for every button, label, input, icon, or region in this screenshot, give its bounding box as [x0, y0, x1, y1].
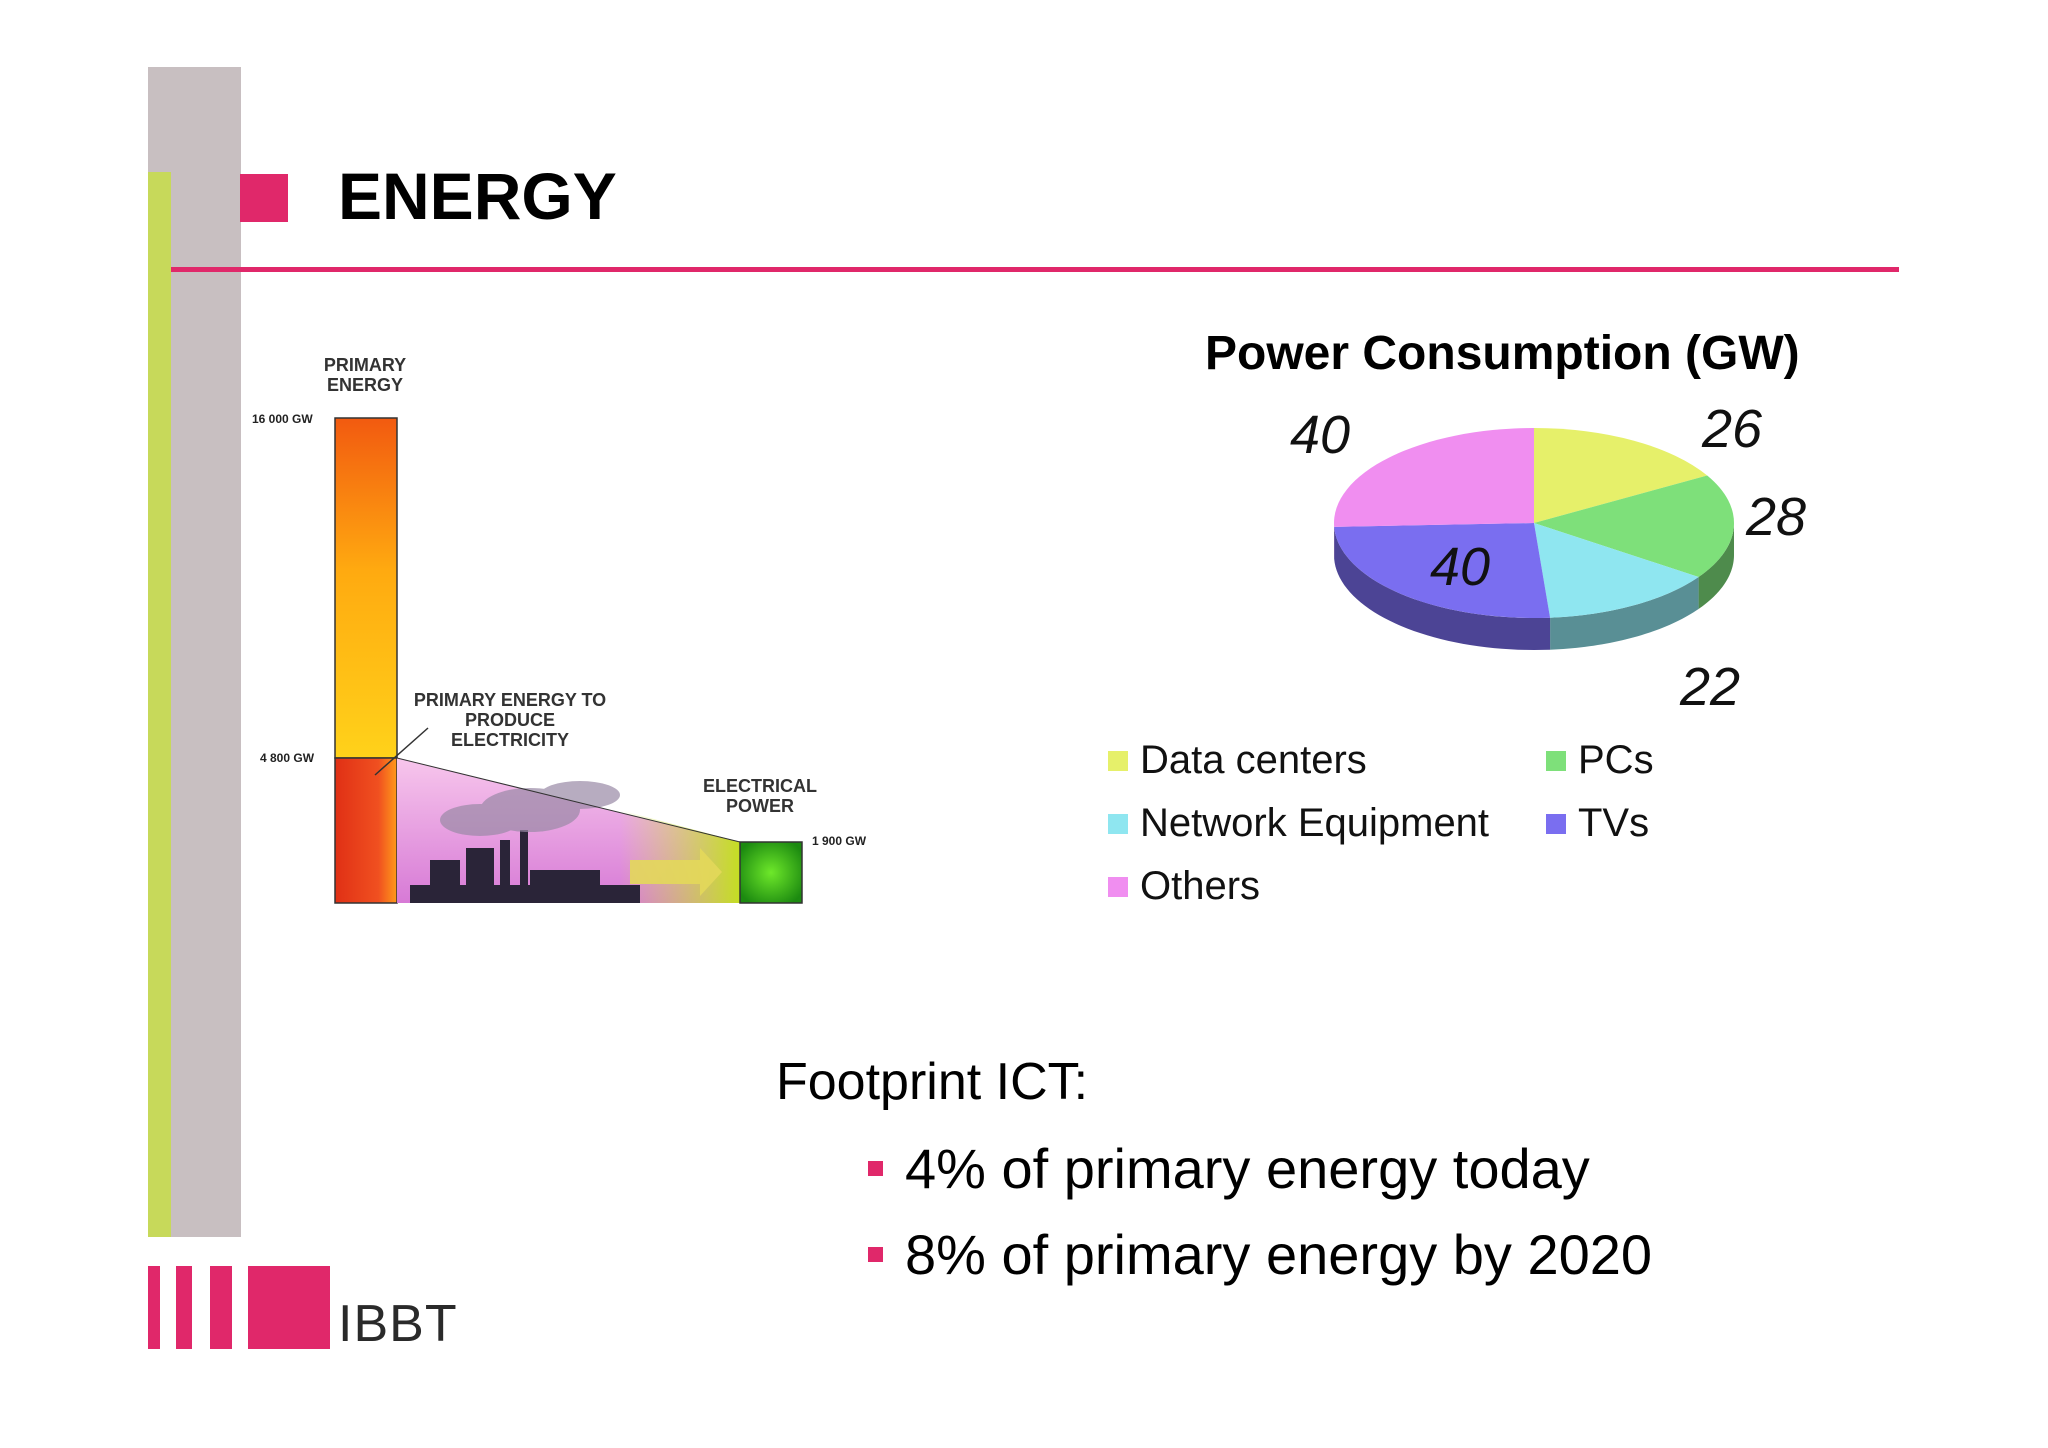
legend-label: PCs: [1578, 738, 1654, 782]
bullet-marker: [868, 1247, 883, 1262]
legend-swatch: [1108, 750, 1128, 771]
energy-flow-diagram: PRIMARY ENERGY 16 000 GW PRIMARY ENERGY …: [230, 340, 910, 930]
pie-side-tvs: [1334, 526, 1551, 650]
logo-bar: [176, 1266, 192, 1349]
legend-item-others: Others: [1108, 864, 1260, 909]
logo-text: IBBT: [338, 1295, 458, 1353]
title-square-marker: [240, 174, 288, 222]
pie-side-pcs: [1698, 523, 1734, 609]
electricity-label: PRIMARY ENERGY TO PRODUCE ELECTRICITY: [413, 690, 607, 750]
legend-item-network-equipment: Network Equipment: [1108, 801, 1489, 846]
legend-label: Network Equipment: [1140, 801, 1490, 845]
footprint-bullet: 8% of primary energy by 2020: [868, 1222, 1652, 1287]
legend-swatch: [1546, 750, 1566, 771]
primary-energy-value: 16 000 GW: [252, 412, 313, 426]
legend-item-pcs: PCs: [1546, 738, 1654, 783]
data-label-pcs: 28: [1746, 487, 1807, 547]
footprint-bullet-text: 8% of primary energy by 2020: [905, 1223, 1653, 1286]
legend-label: Data centers: [1140, 738, 1367, 782]
legend-item-tvs: TVs: [1546, 801, 1649, 846]
legend-label: Others: [1140, 864, 1261, 908]
legend-swatch: [1108, 813, 1128, 834]
electrical-power-value: 1 900 GW: [812, 834, 867, 848]
pie-slice-tvs: [1334, 523, 1551, 618]
legend-item-data-centers: Data centers: [1108, 738, 1367, 783]
pie-slice-data-centers: [1534, 428, 1708, 523]
pie-slice-network-equipment: [1534, 523, 1699, 618]
logo-bar: [210, 1266, 232, 1349]
title-divider: [171, 267, 1899, 272]
pie-slice-pcs: [1534, 475, 1734, 577]
data-label-tvs: 40: [1430, 537, 1491, 597]
data-label-network-equipment: 22: [1680, 657, 1741, 717]
bullet-marker: [868, 1161, 883, 1176]
electricity-value: 4 800 GW: [260, 751, 315, 765]
sidebar-green-bar: [148, 172, 171, 1237]
legend-label: TVs: [1578, 801, 1650, 845]
legend-swatch: [1108, 876, 1128, 897]
legend-swatch: [1546, 813, 1566, 834]
logo-bar: [248, 1266, 330, 1349]
footprint-heading: Footprint ICT:: [776, 1053, 1089, 1111]
pie-side-network-equipment: [1550, 576, 1699, 650]
logo-bar: [148, 1266, 160, 1349]
energy-flow-illustration: [334, 417, 803, 904]
data-label-others: 40: [1290, 405, 1351, 465]
chart-legend: Data centers PCs Network Equipment TVs Other…: [1108, 738, 1708, 918]
data-label-data-centers: 26: [1702, 399, 1763, 459]
pie-chart: [1334, 428, 1734, 650]
page-title: ENERGY: [338, 159, 617, 233]
primary-energy-label: PRIMARY ENERGY: [323, 355, 407, 395]
electrical-power-label: ELECTRICAL POWER: [703, 776, 817, 816]
chart-title: Power Consumption (GW): [1205, 327, 1800, 380]
footprint-bullet: 4% of primary energy today: [868, 1136, 1590, 1201]
pie-slice-others: [1334, 428, 1534, 527]
footprint-bullet-text: 4% of primary energy today: [905, 1137, 1590, 1200]
ibbt-logo: IBBT: [148, 1266, 457, 1353]
